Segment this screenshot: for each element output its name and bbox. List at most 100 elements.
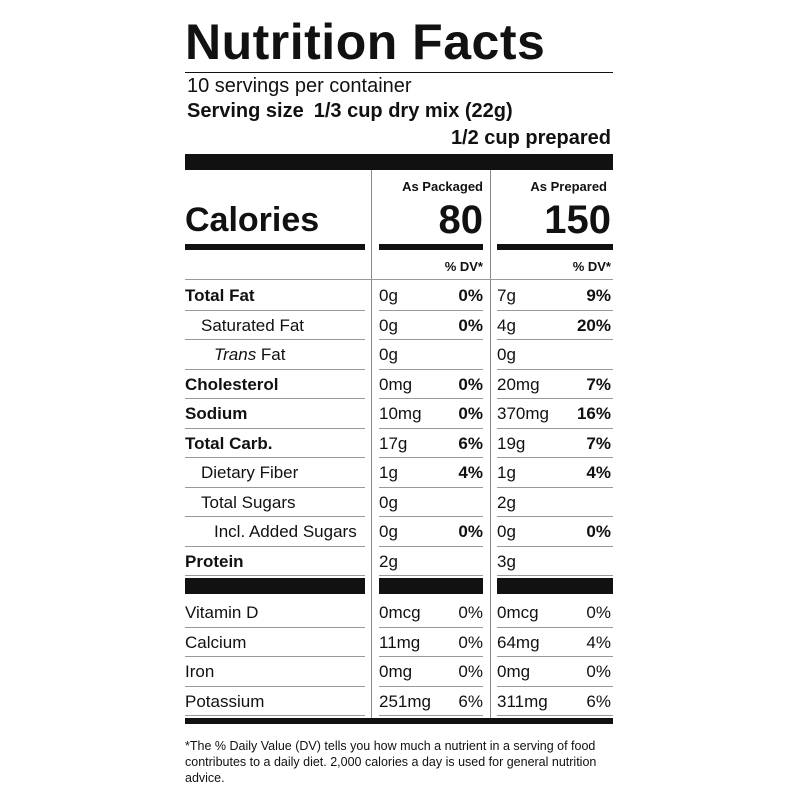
row-rule: [497, 575, 613, 576]
packaged-amount: 0g: [379, 286, 398, 305]
packaged-dv: 0%: [458, 286, 483, 305]
column-header-prepared: As Prepared: [530, 179, 607, 194]
divider: [185, 279, 613, 280]
packaged-amount: 0mcg: [379, 603, 421, 622]
prepared-amount: 4g: [497, 315, 516, 335]
row-rule: [185, 715, 365, 716]
prepared-amount: 3g: [497, 551, 516, 571]
vitamin-row: Vitamin D 0mcg 0% 0mcg 0%: [185, 598, 613, 628]
column-separator: [371, 170, 372, 720]
vitamin-row: Calcium 11mg 0% 64mg 4%: [185, 628, 613, 657]
row-rule: [379, 516, 483, 517]
row-rule: [185, 309, 365, 311]
prepared-dv: 4%: [586, 632, 611, 652]
packaged-dv: 6%: [458, 433, 483, 453]
prepared-amount: 2g: [497, 492, 516, 512]
prepared-amount: 0mcg: [497, 603, 539, 622]
packaged-dv: 0%: [458, 603, 483, 622]
prepared-dv: 0%: [586, 603, 611, 622]
nutrient-name: Total Carb.: [185, 433, 273, 453]
packaged-dv: 0%: [458, 315, 483, 335]
row-rule: [379, 457, 483, 458]
packaged-dv: 4%: [458, 463, 483, 482]
row-rule: [379, 715, 483, 716]
row-rule: [379, 309, 483, 311]
thick-divider: [185, 578, 365, 594]
packaged-amount: 0mg: [379, 374, 413, 394]
prepared-dv: 0%: [586, 662, 611, 681]
row-rule: [185, 575, 365, 576]
row-rule: [379, 427, 483, 429]
packaged-dv: 6%: [458, 691, 483, 711]
nutrient-name: Dietary Fiber: [201, 463, 299, 482]
prepared-dv: 7%: [586, 374, 611, 394]
row-rule: [185, 427, 365, 429]
serving-size-prepared: 1/2 cup prepared: [450, 127, 611, 149]
calories-bar: [379, 244, 483, 250]
row-rule: [379, 486, 483, 488]
packaged-dv: 0%: [458, 522, 483, 541]
row-rule: [379, 575, 483, 576]
packaged-dv: 0%: [458, 632, 483, 652]
row-rule: [497, 715, 613, 716]
row-rule: [185, 685, 365, 687]
nutrient-name: Sodium: [185, 404, 248, 423]
row-rule: [185, 457, 365, 458]
footnote: *The % Daily Value (DV) tells you how mu…: [185, 739, 597, 785]
row-rule: [379, 685, 483, 687]
calories-packaged: 80: [438, 198, 484, 242]
nutrient-name: Saturated Fat: [201, 315, 305, 335]
column-separator: [490, 170, 491, 720]
prepared-amount: 1g: [497, 463, 516, 482]
row-rule: [497, 685, 613, 687]
prepared-dv: 0%: [586, 522, 611, 541]
nutrient-name: Trans Fat: [214, 340, 286, 370]
vitamin-row: Iron 0mg 0% 0mg 0%: [185, 657, 613, 687]
divider: [185, 72, 613, 73]
prepared-dv: 9%: [586, 286, 611, 305]
row-rule: [379, 368, 483, 370]
nutrient-name: Protein: [185, 551, 244, 571]
nutrient-name-rest: Fat: [256, 345, 286, 364]
row-rule: [497, 309, 613, 311]
nutrient-name: Total Sugars: [201, 492, 296, 512]
prepared-amount: 7g: [497, 286, 516, 305]
row-rule: [185, 486, 365, 488]
serving-size-label: Serving size: [187, 100, 304, 122]
calories-prepared: 150: [544, 198, 611, 242]
nutrient-name: Vitamin D: [185, 603, 259, 622]
prepared-amount: 0mg: [497, 662, 531, 681]
label-title: Nutrition Facts: [185, 14, 546, 70]
dv-header-prepared: % DV*: [572, 259, 611, 274]
bottom-divider: [185, 718, 613, 724]
row-rule: [185, 368, 365, 370]
row-rule: [497, 398, 613, 399]
nutrient-row: Saturated Fat 0g 0% 4g 20%: [185, 311, 613, 340]
calories-label: Calories: [185, 201, 320, 239]
calories-bar: [185, 244, 365, 250]
row-rule: [497, 656, 613, 657]
nutrient-name: Incl. Added Sugars: [214, 522, 357, 541]
row-rule: [185, 398, 365, 399]
packaged-amount: 0g: [379, 345, 398, 364]
nutrient-row: Total Fat 0g 0% 7g 9%: [185, 281, 613, 311]
row-rule: [497, 545, 613, 547]
packaged-amount: 17g: [379, 433, 408, 453]
servings-per-container: 10 servings per container: [187, 75, 412, 97]
serving-size: Serving size 1/3 cup dry mix (22g): [187, 99, 513, 123]
nutrient-name-italic: Trans: [214, 345, 257, 364]
packaged-dv: 0%: [458, 662, 483, 681]
prepared-dv: 16%: [576, 404, 611, 423]
nutrient-row: Total Sugars 0g 2g: [185, 488, 613, 517]
nutrient-name: Iron: [185, 662, 215, 681]
prepared-dv: 20%: [576, 315, 611, 335]
row-rule: [379, 339, 483, 340]
column-header-packaged: As Packaged: [402, 179, 483, 194]
thick-divider: [185, 154, 613, 170]
row-rule: [185, 516, 365, 517]
prepared-amount: 20mg: [497, 374, 540, 394]
dv-header-packaged: % DV*: [444, 259, 483, 274]
calories-bar: [497, 244, 613, 250]
nutrient-row: Total Carb. 17g 6% 19g 7%: [185, 429, 613, 458]
nutrient-name: Total Fat: [185, 286, 255, 305]
